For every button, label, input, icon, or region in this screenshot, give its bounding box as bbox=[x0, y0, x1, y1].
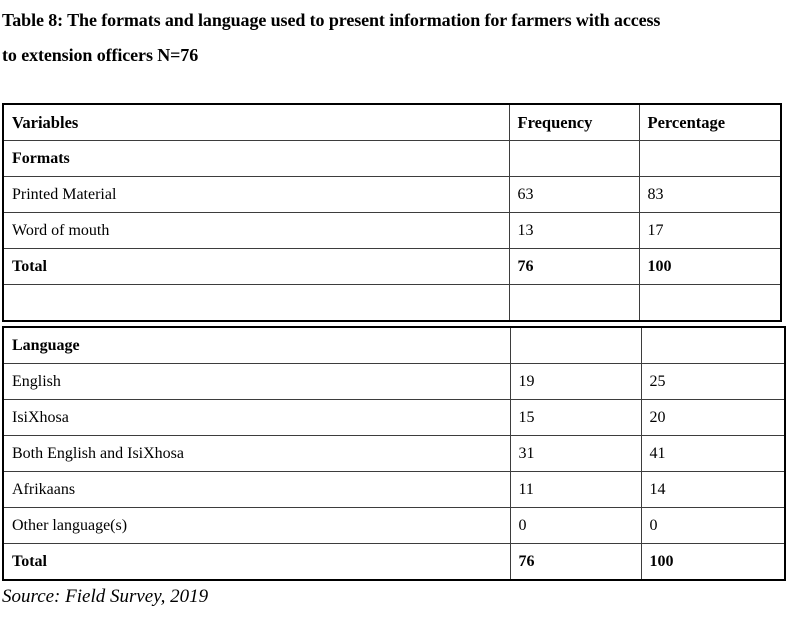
cell-variable: Other language(s) bbox=[2, 507, 511, 544]
cell-percentage bbox=[640, 326, 786, 364]
cell-percentage: 100 bbox=[640, 543, 786, 581]
table-row-word-of-mouth: Word of mouth 13 17 bbox=[2, 212, 782, 249]
cell-variable: Both English and IsiXhosa bbox=[2, 435, 511, 472]
table-row-empty bbox=[2, 284, 782, 322]
language-table: Language English 19 25 IsiXhosa 15 20 Bo… bbox=[2, 326, 786, 581]
cell-variable: Word of mouth bbox=[2, 212, 510, 249]
cell-variable: Formats bbox=[2, 140, 510, 177]
cell-frequency: 11 bbox=[509, 471, 642, 508]
table-row-other-languages: Other language(s) 0 0 bbox=[2, 507, 786, 544]
table-row-language-section: Language bbox=[2, 326, 786, 364]
cell-frequency: 0 bbox=[509, 507, 642, 544]
empty-cell bbox=[508, 284, 640, 322]
cell-percentage: 0 bbox=[640, 507, 786, 544]
table-row-formats-section: Formats bbox=[2, 140, 782, 177]
cell-variable: Printed Material bbox=[2, 176, 510, 213]
cell-variable: Afrikaans bbox=[2, 471, 511, 508]
header-variables: Variables bbox=[2, 103, 510, 141]
table-row-afrikaans: Afrikaans 11 14 bbox=[2, 471, 786, 508]
formats-table: Variables Frequency Percentage Formats P… bbox=[2, 103, 782, 322]
cell-variable: English bbox=[2, 363, 511, 400]
cell-frequency: 31 bbox=[509, 435, 642, 472]
cell-percentage: 41 bbox=[640, 435, 786, 472]
table-caption-line-2: to extension officers N=76 bbox=[2, 45, 199, 65]
cell-percentage: 83 bbox=[638, 176, 782, 213]
cell-frequency: 63 bbox=[508, 176, 640, 213]
cell-frequency bbox=[509, 326, 642, 364]
table-row-both-english-isixhosa: Both English and IsiXhosa 31 41 bbox=[2, 435, 786, 472]
cell-variable: IsiXhosa bbox=[2, 399, 511, 436]
table-row-english: English 19 25 bbox=[2, 363, 786, 400]
cell-frequency: 76 bbox=[508, 248, 640, 285]
cell-percentage: 25 bbox=[640, 363, 786, 400]
cell-frequency: 19 bbox=[509, 363, 642, 400]
empty-cell bbox=[2, 284, 510, 322]
table-row-isixhosa: IsiXhosa 15 20 bbox=[2, 399, 786, 436]
header-frequency: Frequency bbox=[508, 103, 640, 141]
table-caption-line-1: Table 8: The formats and language used t… bbox=[2, 10, 661, 30]
cell-frequency: 15 bbox=[509, 399, 642, 436]
cell-frequency: 13 bbox=[508, 212, 640, 249]
table-row-formats-total: Total 76 100 bbox=[2, 248, 782, 285]
cell-percentage: 17 bbox=[638, 212, 782, 249]
table-row-language-total: Total 76 100 bbox=[2, 543, 786, 581]
table-caption: Table 8: The formats and language used t… bbox=[0, 0, 792, 73]
cell-percentage bbox=[638, 140, 782, 177]
cell-percentage: 14 bbox=[640, 471, 786, 508]
cell-variable: Total bbox=[2, 248, 510, 285]
table-header-row: Variables Frequency Percentage bbox=[2, 103, 782, 141]
cell-percentage: 100 bbox=[638, 248, 782, 285]
table-row-printed-material: Printed Material 63 83 bbox=[2, 176, 782, 213]
header-percentage: Percentage bbox=[638, 103, 782, 141]
empty-cell bbox=[638, 284, 782, 322]
cell-variable: Language bbox=[2, 326, 511, 364]
source-note: Source: Field Survey, 2019 bbox=[2, 586, 209, 607]
cell-frequency: 76 bbox=[509, 543, 642, 581]
cell-frequency bbox=[508, 140, 640, 177]
cell-percentage: 20 bbox=[640, 399, 786, 436]
cell-variable: Total bbox=[2, 543, 511, 581]
